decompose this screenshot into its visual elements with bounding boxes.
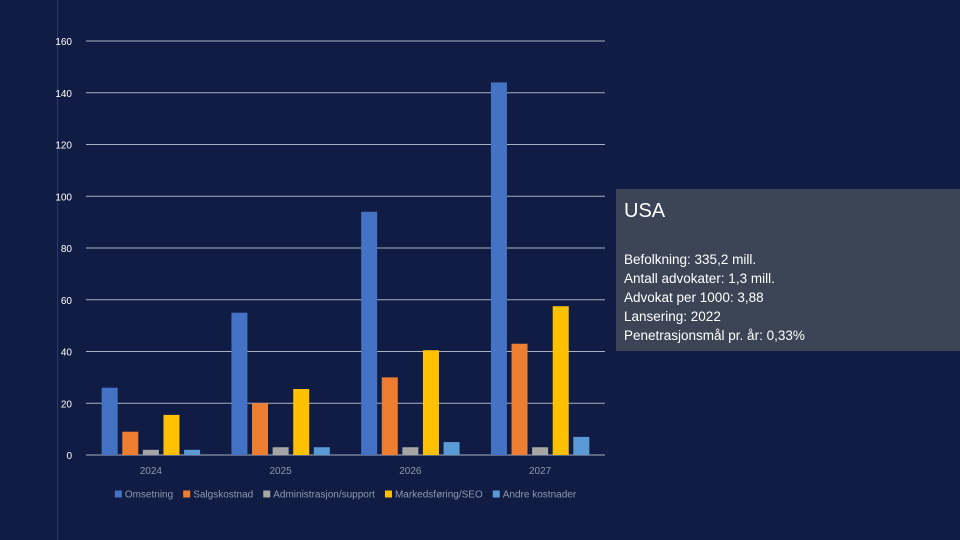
- info-title: USA: [624, 200, 666, 222]
- y-tick-label: 80: [61, 244, 73, 255]
- bar-markedsf-ring-seo-2026: [422, 350, 439, 455]
- bar-omsetning-2024: [101, 387, 118, 455]
- info-line-lawyers-per-1000: Advokat per 1000: 3,88: [624, 290, 764, 305]
- legend-swatch: [492, 490, 500, 498]
- country-info-box: USA Befolkning: 335,2 mill. Antall advok…: [616, 189, 960, 351]
- y-tick-label: 40: [61, 348, 73, 359]
- bar-andre-kostnader-2027: [573, 436, 590, 455]
- y-tick-label: 140: [55, 89, 72, 100]
- legend-label: Omsetning: [125, 490, 173, 501]
- bars: [101, 82, 590, 456]
- bar-omsetning-2027: [490, 82, 507, 456]
- bar-salgskostnad-2025: [252, 403, 269, 455]
- y-tick-label: 100: [55, 192, 72, 203]
- bar-salgskostnad-2026: [381, 377, 398, 455]
- bar-administrasjon-support-2025: [272, 447, 289, 455]
- bar-andre-kostnader-2025: [313, 447, 330, 455]
- left-divider-line: [57, 0, 58, 540]
- bar-administrasjon-support-2027: [532, 447, 549, 455]
- y-axis-ticks: 0 20 40 60 80 100 120 140 160: [55, 37, 72, 462]
- info-line-lawyers: Antall advokater: 1,3 mill.: [624, 271, 775, 286]
- info-line-population: Befolkning: 335,2 mill.: [624, 252, 757, 267]
- legend-swatch: [183, 490, 191, 498]
- y-tick-label: 20: [61, 399, 73, 410]
- legend-label: Andre kostnader: [503, 490, 577, 501]
- bar-salgskostnad-2027: [511, 343, 528, 455]
- info-line-launch: Lansering: 2022: [624, 309, 721, 324]
- legend-swatch: [384, 490, 392, 498]
- x-tick-label: 2027: [529, 466, 552, 477]
- x-tick-label: 2025: [270, 466, 293, 477]
- info-line-penetration: Penetrasjonsmål pr. år: 0,33%: [624, 328, 805, 343]
- legend-label: Markedsføring/SEO: [395, 490, 483, 501]
- bar-administrasjon-support-2026: [402, 447, 419, 455]
- y-tick-label: 160: [55, 37, 72, 48]
- bar-andre-kostnader-2026: [443, 442, 460, 455]
- y-tick-label: 0: [66, 451, 72, 462]
- bar-administrasjon-support-2024: [142, 449, 159, 455]
- bar-markedsf-ring-seo-2025: [293, 389, 310, 455]
- legend-label: Salgskostnad: [193, 490, 253, 501]
- legend-swatch: [114, 490, 122, 498]
- y-tick-label: 60: [61, 296, 73, 307]
- bar-omsetning-2025: [231, 312, 248, 455]
- legend: Omsetning Salgskostnad Administrasjon/supp…: [114, 490, 577, 501]
- y-tick-label: 120: [55, 141, 72, 152]
- x-axis-ticks: 2024 2025 2026 2027: [140, 466, 552, 477]
- bar-andre-kostnader-2024: [184, 449, 201, 455]
- bar-markedsf-ring-seo-2024: [163, 414, 180, 455]
- x-tick-label: 2024: [140, 466, 163, 477]
- bar-salgskostnad-2024: [122, 431, 139, 455]
- legend-swatch: [263, 490, 271, 498]
- legend-label: Administrasjon/support: [273, 490, 375, 501]
- bar-markedsf-ring-seo-2027: [552, 306, 569, 455]
- bar-omsetning-2026: [361, 211, 378, 455]
- x-tick-label: 2026: [399, 466, 422, 477]
